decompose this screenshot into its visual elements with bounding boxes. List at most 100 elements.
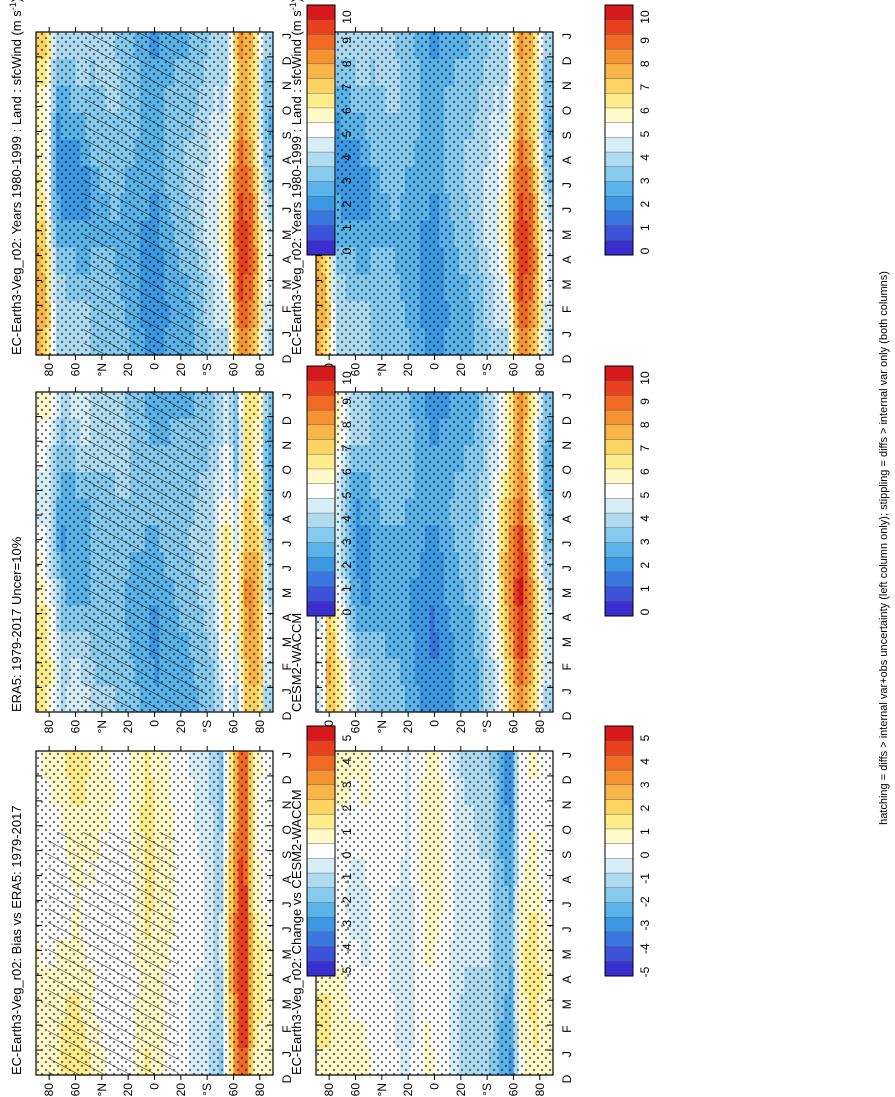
- colorbar-swatch: [604, 586, 634, 602]
- colorbar-swatch: [604, 107, 634, 124]
- month-tick-label: M: [280, 230, 294, 240]
- colorbar-swatch: [306, 601, 336, 617]
- month-tick-label: M: [280, 279, 294, 289]
- colorbar-swatch: [604, 151, 634, 168]
- colorbar-swatch: [306, 380, 336, 396]
- month-tick-label: A: [560, 515, 574, 523]
- lat-tick-label: 80: [322, 1083, 336, 1097]
- month-tick-label: D: [560, 775, 574, 784]
- stippling-overlay: [36, 32, 273, 355]
- lat-tick-label: 20: [454, 1083, 468, 1097]
- colorbar-swatch: [604, 512, 634, 529]
- lat-tick-label: 60: [227, 720, 241, 734]
- colorbar-label: 9: [340, 37, 354, 44]
- colorbar-label: 9: [638, 398, 652, 405]
- colorbar-swatch: [306, 468, 336, 485]
- month-tick-label: J: [560, 541, 574, 547]
- month-tick-label: D: [280, 416, 294, 425]
- month-tick-label: J: [560, 565, 574, 571]
- month-tick-label: M: [280, 588, 294, 598]
- month-tick-label: A: [280, 256, 294, 264]
- colorbar-swatch: [306, 527, 336, 543]
- colorbar-swatch: [306, 887, 336, 903]
- colorbar-label: 8: [638, 60, 652, 67]
- lat-tick-label: 0: [148, 720, 162, 727]
- colorbar-frame: [306, 365, 336, 617]
- colorbar-swatch: [604, 93, 634, 109]
- colorbar-swatch: [306, 858, 336, 874]
- lat-tick-label: 20: [401, 720, 415, 734]
- colorbar-label: 2: [340, 562, 354, 569]
- colorbar-swatch: [306, 902, 336, 918]
- month-tick-label: J: [560, 688, 574, 694]
- lat-tick-label: 80: [533, 720, 547, 734]
- lat-tick-label: 20: [174, 1083, 188, 1097]
- colorbar-label: 6: [340, 468, 354, 475]
- colorbar-swatch: [604, 527, 634, 543]
- lat-tick-label: °S: [480, 363, 494, 376]
- panel-top-right: 8060°N20020°S6080DJFMAMJJASONDJEC-Earth3…: [288, 0, 574, 376]
- lat-tick-label: 60: [349, 1083, 363, 1097]
- lat-tick-label: 0: [148, 363, 162, 370]
- lat-tick-label: 20: [454, 720, 468, 734]
- colorbar-swatch: [306, 755, 336, 771]
- lat-tick-label: 80: [533, 1083, 547, 1097]
- stippling-overlay: [316, 751, 553, 1075]
- colorbar-swatch: [604, 814, 634, 830]
- colorbar-label: 3: [638, 177, 652, 184]
- colorbar-label: 0: [340, 851, 354, 858]
- colorbar-label: 1: [340, 224, 354, 231]
- stippling-overlay: [316, 32, 553, 355]
- colorbar-swatch: [306, 93, 336, 109]
- colorbar-label: 5: [638, 491, 652, 498]
- colorbar-swatch: [604, 498, 634, 514]
- colorbar-swatch: [604, 483, 634, 499]
- lat-tick-label: °S: [200, 720, 214, 733]
- lat-tick-label: 60: [349, 363, 363, 377]
- month-tick-label: F: [280, 306, 294, 313]
- lat-tick-label: 20: [454, 363, 468, 377]
- month-tick-label: D: [560, 711, 574, 720]
- colorbar-swatch: [604, 34, 634, 50]
- lat-tick-label: 80: [42, 363, 56, 377]
- colorbar-swatch: [604, 181, 634, 197]
- colorbar-swatch: [604, 799, 634, 815]
- colorbar-swatch: [306, 454, 336, 470]
- month-tick-label: M: [560, 279, 574, 289]
- colorbar-swatch: [306, 931, 336, 948]
- lat-tick-label: °S: [200, 363, 214, 376]
- colorbar-swatch: [604, 468, 634, 485]
- colorbar-diff: 5 4 3 2 1 0 -1 -2 -3 -4 -5: [604, 725, 652, 977]
- month-tick-label: J: [280, 752, 294, 758]
- colorbar-label: 1: [340, 828, 354, 835]
- colorbar-label: -3: [638, 920, 652, 931]
- lat-tick-label: 20: [121, 363, 135, 377]
- lat-tick-label: °N: [95, 363, 109, 376]
- month-tick-label: M: [280, 949, 294, 959]
- month-tick-label: M: [560, 949, 574, 959]
- colorbar-label: 5: [638, 130, 652, 137]
- colorbar-swatch: [604, 571, 634, 588]
- month-tick-label: A: [280, 876, 294, 884]
- title-end: ): [289, 0, 304, 2]
- colorbar-label: 5: [638, 734, 652, 741]
- title-superscript: -1: [8, 2, 18, 10]
- colorbar-swatch: [604, 542, 634, 558]
- colorbar-label: -4: [638, 943, 652, 954]
- colorbar-swatch: [604, 902, 634, 918]
- colorbar-swatch: [604, 556, 634, 573]
- colorbar-label: 6: [638, 468, 652, 475]
- colorbar-frame: [604, 725, 634, 977]
- colorbar-swatch: [604, 4, 634, 21]
- lat-tick-label: °S: [480, 1083, 494, 1096]
- colorbar-swatch: [604, 137, 634, 153]
- colorbar-swatch: [306, 107, 336, 124]
- month-tick-label: O: [560, 825, 574, 834]
- month-tick-label: F: [560, 1025, 574, 1032]
- lat-tick-label: 60: [69, 1083, 83, 1097]
- colorbar-swatch: [604, 961, 634, 977]
- colorbar-diff: 5 4 3 2 1 0 -1 -2 -3 -4 -5: [306, 725, 354, 977]
- colorbar-label: 0: [638, 851, 652, 858]
